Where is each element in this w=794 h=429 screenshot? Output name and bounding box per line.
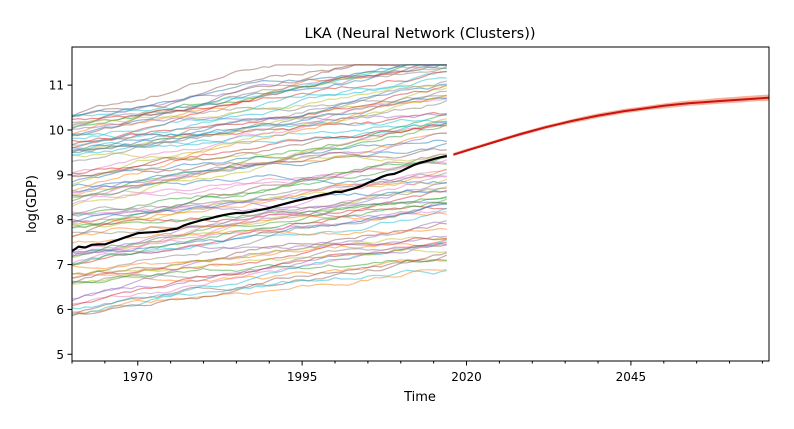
forecast-uncertainty-band <box>453 94 769 156</box>
background-series-line <box>71 161 447 199</box>
x-tick-label: 1995 <box>287 370 318 384</box>
background-series-line <box>71 244 447 302</box>
x-tick-label: 2020 <box>451 370 482 384</box>
background-series-line <box>71 94 448 192</box>
background-series-line <box>71 175 447 215</box>
background-series-line <box>71 258 447 283</box>
background-series-line <box>71 147 447 178</box>
background-series-line <box>71 76 447 140</box>
background-series-line <box>71 111 447 143</box>
background-series-line <box>71 120 447 205</box>
y-tick-label: 6 <box>56 303 64 317</box>
forecast-line <box>453 96 770 156</box>
background-series-line <box>71 66 447 117</box>
y-axis-label: log(GDP) <box>25 175 40 233</box>
background-series-line <box>71 201 447 265</box>
background-series-line <box>71 172 447 215</box>
background-series-line <box>71 64 447 117</box>
background-series-line <box>71 84 448 149</box>
history-line <box>71 154 448 253</box>
background-series-line <box>71 238 448 270</box>
background-series-line <box>71 254 448 317</box>
background-series-line <box>71 70 447 121</box>
x-axis-label: Time <box>403 390 436 405</box>
background-series-line <box>71 222 447 283</box>
background-series-line <box>71 259 447 284</box>
y-tick-label: 7 <box>56 258 64 272</box>
background-series-group <box>71 64 448 317</box>
background-series-line <box>71 227 447 244</box>
x-axis: 1970 1995 2020 2045 <box>71 361 763 384</box>
background-series-line <box>71 113 447 130</box>
background-series-line <box>71 153 447 237</box>
background-series-line <box>71 235 447 255</box>
background-series-line <box>71 252 447 313</box>
background-series-line <box>71 269 447 310</box>
background-series-line <box>71 169 447 265</box>
y-tick-label: 10 <box>49 123 64 137</box>
background-series-line <box>71 123 448 198</box>
plot-frame <box>71 46 770 362</box>
background-series-line <box>71 203 447 253</box>
y-tick-label: 8 <box>56 213 64 227</box>
plot-area <box>71 46 770 362</box>
x-tick-label: 2045 <box>616 370 647 384</box>
series-group <box>71 96 770 253</box>
background-series-line <box>71 156 447 229</box>
background-series-line <box>71 269 447 316</box>
background-series-line <box>71 212 447 238</box>
background-series-line <box>72 187 447 235</box>
background-series-line <box>71 66 448 127</box>
background-series-line <box>71 71 447 146</box>
background-series-line <box>71 161 447 215</box>
background-series-line <box>71 168 447 225</box>
forecast-band-group <box>453 94 769 156</box>
x-tick-label: 1970 <box>122 370 153 384</box>
y-tick-label: 9 <box>56 168 64 182</box>
y-axis: 5 6 7 8 9 10 11 <box>49 79 72 362</box>
chart-title: LKA (Neural Network (Clusters)) <box>304 26 535 42</box>
background-series-line <box>71 84 447 126</box>
background-series-line <box>71 196 447 257</box>
background-series-line <box>71 122 448 175</box>
y-tick-label: 5 <box>56 348 64 362</box>
background-series-line <box>71 236 447 285</box>
background-series-line <box>71 99 448 153</box>
y-tick-label: 11 <box>49 79 64 93</box>
background-series-line <box>71 152 447 162</box>
